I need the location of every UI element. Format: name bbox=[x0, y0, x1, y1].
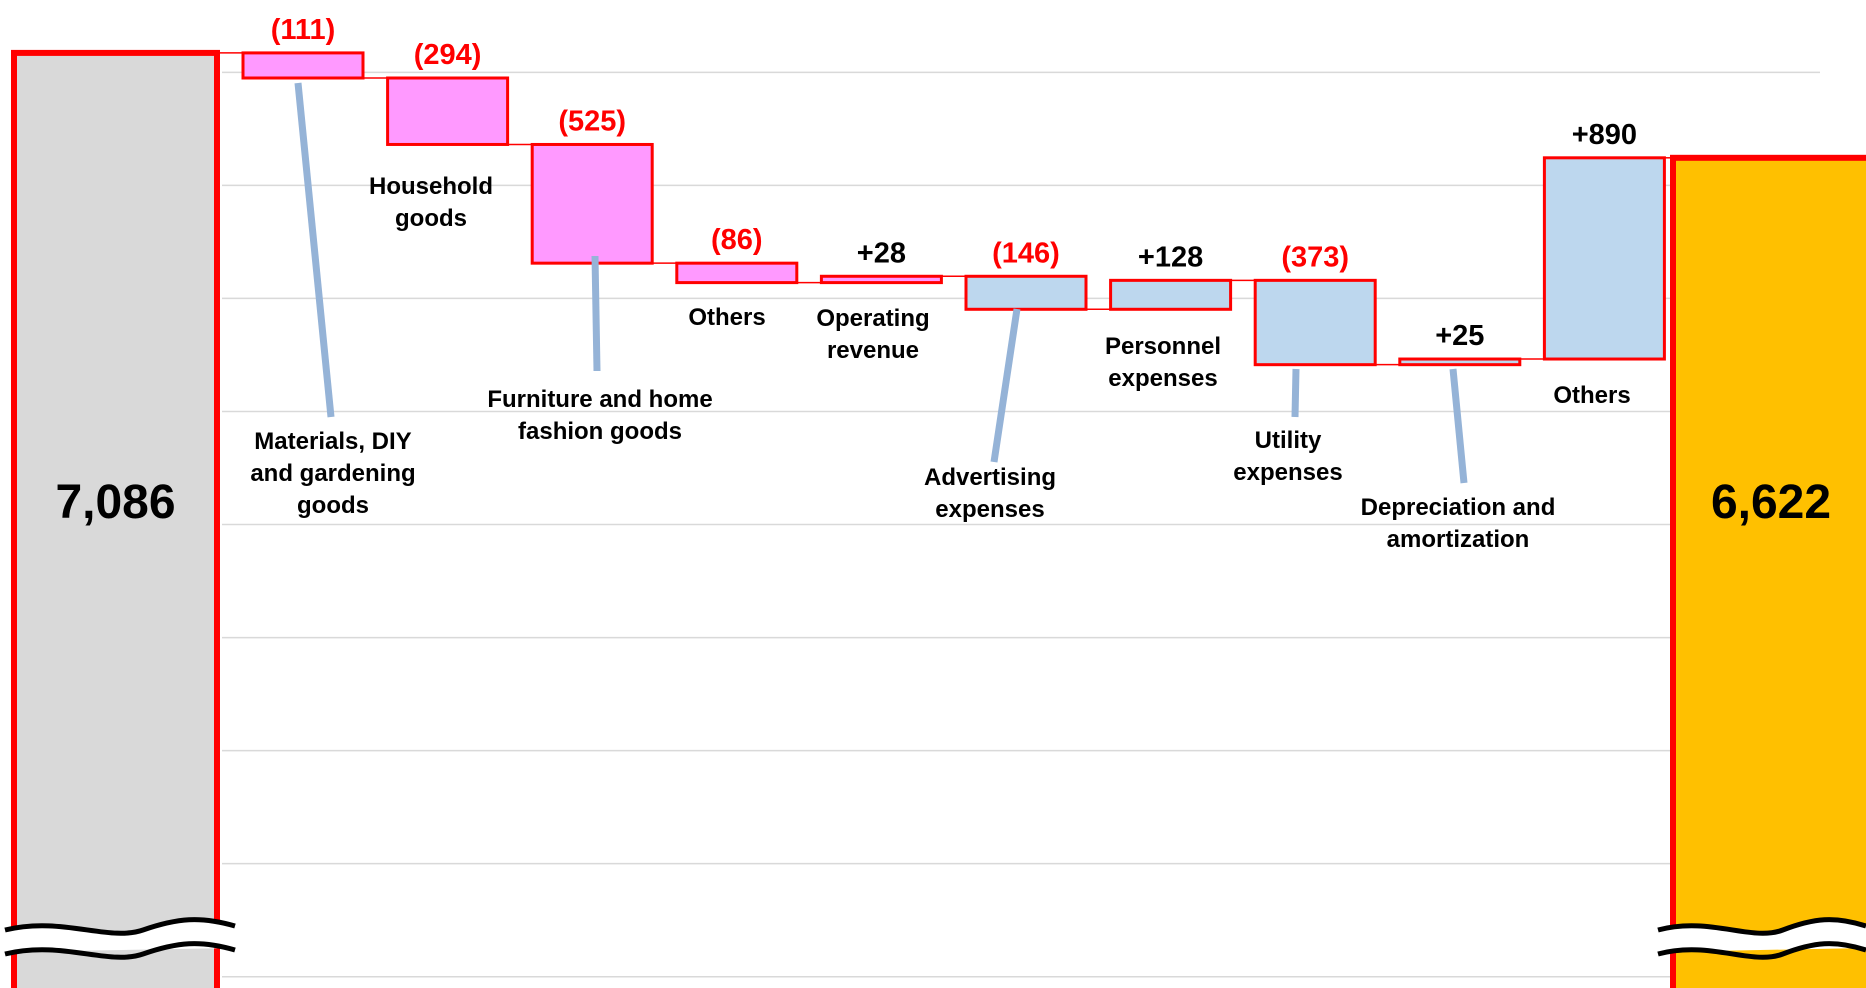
leader-line bbox=[294, 82, 335, 418]
bar bbox=[1109, 278, 1233, 311]
leader-line bbox=[591, 255, 601, 372]
axis-break-line bbox=[1657, 917, 1866, 936]
category-label: Depreciation and amortization bbox=[1360, 494, 1556, 553]
category-label: Materials, DIY and gardening goods bbox=[250, 428, 416, 519]
bar bbox=[241, 51, 365, 80]
value-label: (525) bbox=[558, 105, 626, 137]
category-label: Household goods bbox=[369, 173, 493, 232]
bar bbox=[11, 49, 220, 988]
value-label: (294) bbox=[414, 39, 482, 71]
value-label: (111) bbox=[271, 14, 336, 46]
axis-break-line bbox=[4, 917, 236, 936]
bar bbox=[964, 274, 1088, 311]
leader-line bbox=[1449, 368, 1468, 484]
bar bbox=[1670, 154, 1866, 988]
category-label: Operating revenue bbox=[816, 305, 930, 364]
leader-line bbox=[1291, 368, 1300, 418]
axis-break-line bbox=[4, 941, 236, 960]
value-label: (146) bbox=[992, 237, 1060, 269]
value-label: (86) bbox=[711, 224, 763, 256]
category-label: Others bbox=[688, 304, 766, 331]
bar bbox=[1253, 278, 1377, 367]
value-label: +128 bbox=[1138, 241, 1203, 273]
category-label: Advertising expenses bbox=[923, 464, 1057, 523]
bar bbox=[530, 142, 654, 265]
bar bbox=[675, 261, 799, 285]
category-label: Others bbox=[1553, 382, 1631, 409]
total-label: 6,622 bbox=[1711, 476, 1831, 529]
category-label: Personnel expenses bbox=[1104, 333, 1222, 392]
bar bbox=[1542, 156, 1666, 361]
category-label: Furniture and home fashion goods bbox=[487, 386, 713, 445]
bar bbox=[386, 76, 510, 146]
value-label: (373) bbox=[1281, 241, 1349, 273]
leader-line bbox=[990, 308, 1021, 463]
bar bbox=[1398, 357, 1522, 367]
total-label: 7,086 bbox=[55, 476, 175, 529]
value-label: +890 bbox=[1572, 119, 1637, 151]
bar bbox=[819, 274, 943, 285]
value-label: +25 bbox=[1435, 320, 1484, 352]
category-label: Utility expenses bbox=[1233, 427, 1343, 486]
value-label: +28 bbox=[857, 237, 906, 269]
axis-break-line bbox=[1657, 941, 1866, 960]
